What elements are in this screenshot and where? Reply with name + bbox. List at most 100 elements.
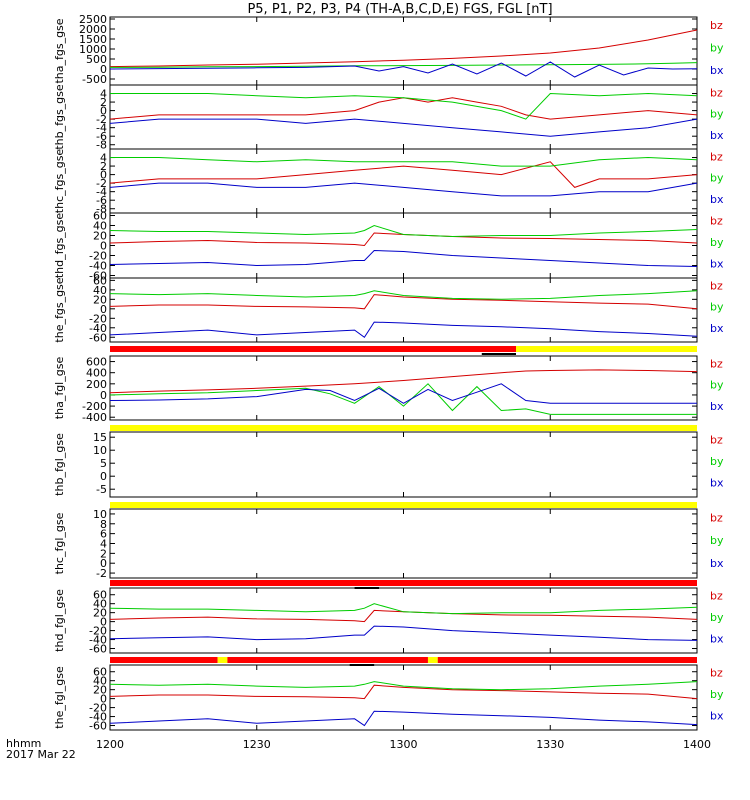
legend-bx: bx: [710, 258, 724, 271]
y-tick-label: 40: [93, 284, 107, 297]
flag-mark: [349, 664, 375, 666]
series-bx: [109, 249, 698, 267]
y-axis-label: thc_fgs_gse: [53, 149, 66, 214]
panel-frame: [109, 431, 698, 498]
flag-segment-red: [110, 580, 697, 586]
y-tick-label: 20: [93, 607, 107, 620]
y-tick-label: 20: [93, 293, 107, 306]
y-tick-label: -40: [89, 711, 107, 724]
legend-bx: bx: [710, 557, 724, 570]
y-tick-label: 60: [93, 274, 107, 287]
y-tick-label: -20: [89, 625, 107, 638]
y-tick-label: 10: [93, 444, 107, 457]
y-tick-label: 40: [93, 598, 107, 611]
y-tick-label: 0: [100, 557, 107, 570]
panel-thc-fgs-gse: 420-2-4-6-8 thc_fgs_gse bz by bx: [53, 148, 724, 216]
y-tick-label: -20: [89, 250, 107, 263]
series-bx: [109, 321, 698, 339]
time-axis-label-line-2: 2017 Mar 22: [6, 748, 76, 761]
y-tick-label: 2000: [79, 23, 107, 36]
x-tick-label: 1230: [243, 738, 271, 751]
y-tick-label: -6: [96, 194, 107, 207]
y-tick-label: 2: [100, 547, 107, 560]
y-tick-label: -8: [96, 203, 107, 216]
y-tick-label: 0: [100, 63, 107, 76]
y-tick-label: -20: [89, 702, 107, 715]
legend-bz: bz: [710, 280, 723, 293]
y-tick-label: -60: [89, 643, 107, 656]
legend-bz: bz: [710, 511, 723, 524]
panel-frame: [109, 355, 698, 421]
flag-segment-red: [227, 657, 428, 663]
legend-bz: bz: [710, 434, 723, 447]
series-bz: [109, 684, 698, 700]
y-tick-label: 60: [93, 589, 107, 602]
y-tick-label: 60: [93, 666, 107, 679]
x-tick-label: 1200: [96, 738, 124, 751]
y-tick-label: 6: [100, 528, 107, 541]
panel-frame: [109, 84, 698, 150]
series-by: [109, 383, 697, 415]
legend-by: by: [710, 42, 724, 55]
y-tick-label: -500: [82, 73, 107, 86]
y-tick-label: 20: [93, 230, 107, 243]
y-tick-label: 1500: [79, 33, 107, 46]
y-axis-label: thd_fgl_gse: [53, 589, 66, 652]
x-tick-label: 1400: [683, 738, 711, 751]
x-tick-label: 1300: [390, 738, 418, 751]
y-tick-label: 4: [100, 538, 107, 551]
y-tick-label: -40: [89, 260, 107, 273]
plot-title: P5, P1, P2, P3, P4 (TH-A,B,C,D,E) FGS, F…: [247, 2, 552, 17]
legend-by: by: [710, 534, 724, 547]
y-tick-label: 60: [93, 210, 107, 223]
series-bz: [109, 161, 698, 188]
flag-bar: [110, 580, 697, 589]
y-tick-label: 40: [93, 220, 107, 233]
flag-segment-red: [437, 657, 697, 663]
y-tick-label: -4: [96, 122, 107, 135]
flag-segment-yellow: [217, 657, 228, 663]
y-tick-label: 0: [100, 240, 107, 253]
y-tick-label: 0: [100, 616, 107, 629]
flag-segment-yellow: [110, 425, 697, 431]
y-axis-label: the_fgl_gse: [53, 666, 66, 729]
time-axis: hhmm 2017 Mar 22 1200 1230 1300 1330 1400: [6, 737, 711, 761]
time-axis-label-line-1: hhmm: [6, 737, 41, 750]
y-tick-label: 15: [93, 431, 107, 444]
series-bz: [109, 294, 698, 310]
y-tick-label: 2: [100, 160, 107, 173]
series-bz: [109, 29, 698, 68]
y-tick-label: -40: [89, 634, 107, 647]
series-by: [110, 156, 698, 167]
y-tick-label: -40: [89, 322, 107, 335]
legend-bx: bx: [710, 193, 724, 206]
series-bz: [109, 609, 698, 623]
flag-segment-red: [110, 346, 517, 352]
legend-bx: bx: [710, 322, 724, 335]
y-tick-label: 0: [100, 105, 107, 118]
y-tick-label: 40: [93, 675, 107, 688]
y-tick-label: 4: [100, 152, 107, 165]
series-bz: [109, 97, 698, 120]
y-axis-label: thb_fgs_gse: [53, 84, 66, 150]
series-bx: [109, 710, 698, 727]
flag-segment-yellow: [427, 657, 438, 663]
series-bx: [109, 182, 698, 197]
legend-bz: bz: [710, 151, 723, 164]
series-bz: [109, 369, 698, 394]
legend-bx: bx: [710, 129, 724, 142]
y-tick-label: 2: [100, 96, 107, 109]
flag-bar: [110, 502, 697, 508]
flag-bar: [110, 657, 697, 666]
y-tick-label: -4: [96, 186, 107, 199]
flag-mark: [354, 587, 380, 589]
y-tick-label: -60: [89, 331, 107, 344]
series-by: [109, 224, 698, 238]
legend-by: by: [710, 301, 724, 314]
flag-bar: [110, 425, 697, 431]
series-bx: [109, 383, 697, 404]
legend-by: by: [710, 108, 724, 121]
